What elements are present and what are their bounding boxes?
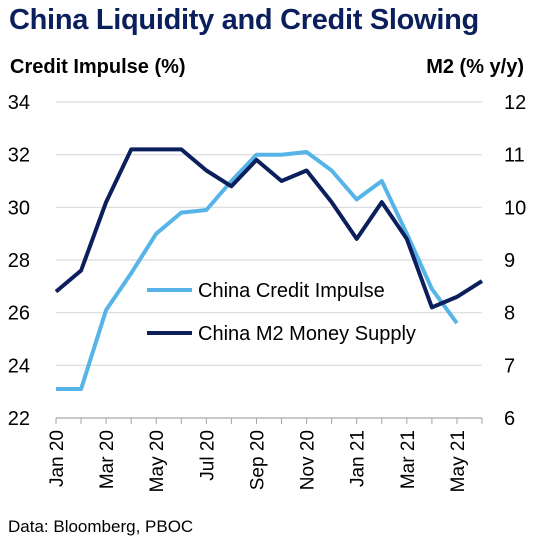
left-tick-label: 32 bbox=[8, 145, 30, 167]
left-tick-label: 34 bbox=[8, 92, 30, 114]
legend-label: China Credit Impulse bbox=[198, 280, 385, 302]
right-tick-label: 12 bbox=[504, 92, 526, 114]
right-axis-title: M2 (% y/y) bbox=[426, 56, 524, 78]
left-tick-label: 22 bbox=[8, 408, 30, 430]
left-tick-label: 28 bbox=[8, 250, 30, 272]
x-tick-label: Nov 20 bbox=[298, 430, 319, 490]
series-line-credit-impulse bbox=[56, 150, 459, 391]
x-tick-label: Jan 20 bbox=[47, 430, 68, 487]
x-tick-label: Mar 20 bbox=[97, 430, 118, 489]
right-tick-label: 7 bbox=[504, 355, 515, 377]
x-tick-label: Sep 20 bbox=[247, 430, 268, 490]
x-tick-label: May 21 bbox=[448, 430, 469, 492]
right-tick-label: 10 bbox=[504, 197, 526, 219]
x-tick-label: Jul 20 bbox=[197, 430, 218, 481]
legend-label: China M2 Money Supply bbox=[198, 323, 416, 345]
x-tick-label: Mar 21 bbox=[398, 430, 419, 489]
x-tick-label: May 20 bbox=[147, 430, 168, 492]
left-tick-label: 30 bbox=[8, 197, 30, 219]
right-tick-label: 11 bbox=[504, 145, 525, 167]
x-tick-label: Jan 21 bbox=[348, 430, 369, 487]
right-tick-label: 9 bbox=[504, 250, 515, 272]
source-note: Data: Bloomberg, PBOC bbox=[8, 517, 194, 536]
left-tick-label: 26 bbox=[8, 303, 30, 325]
right-tick-label: 8 bbox=[504, 303, 515, 325]
left-tick-label: 24 bbox=[8, 355, 30, 377]
series-line-m2 bbox=[54, 147, 484, 310]
chart-title: China Liquidity and Credit Slowing bbox=[9, 4, 479, 36]
left-axis-title: Credit Impulse (%) bbox=[10, 56, 186, 78]
right-tick-label: 6 bbox=[504, 408, 515, 430]
